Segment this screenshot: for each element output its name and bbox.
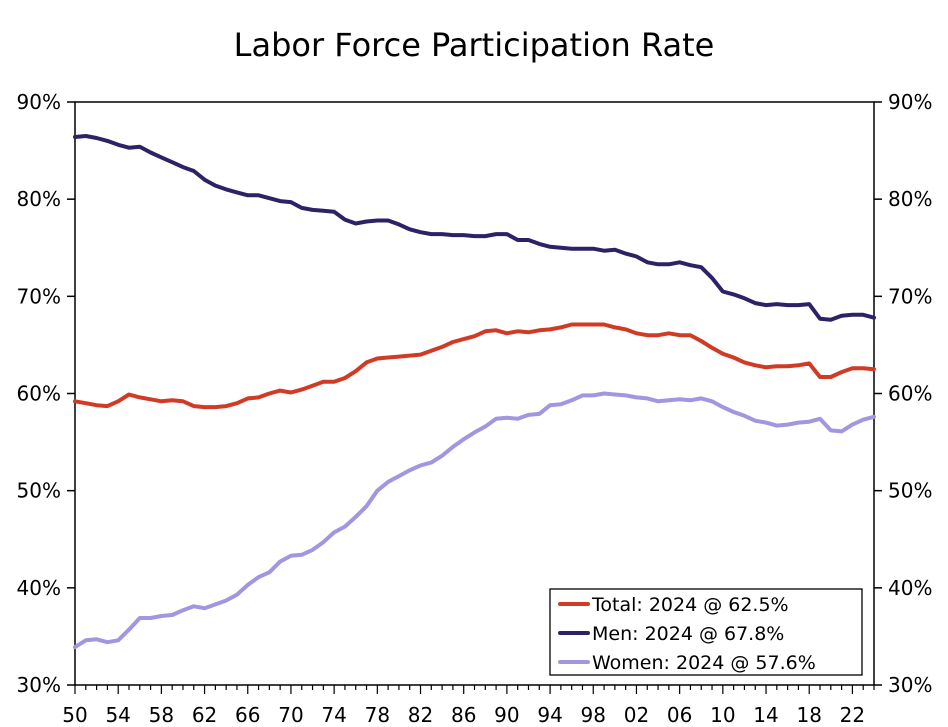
x-tick-label: 78: [365, 703, 390, 727]
x-tick-label: 94: [537, 703, 562, 727]
series-line-men: [73, 134, 876, 322]
x-tick-label: 90: [494, 703, 519, 727]
axis-ticks: 30% 30% 40% 40% 50% 50% 60% 60% 70% 70% 80% 80% 90% 9…: [17, 90, 933, 727]
x-tick-label: 86: [451, 703, 476, 727]
y-tick-label-left: 30%: [17, 673, 61, 697]
x-tick-label: 62: [192, 703, 217, 727]
x-tick-label: 58: [149, 703, 174, 727]
y-tick-label-right: 30%: [888, 673, 932, 697]
y-tick-label-left: 40%: [17, 576, 61, 600]
y-tick-label-right: 50%: [888, 479, 932, 503]
y-tick-label-left: 90%: [17, 90, 61, 114]
y-tick-label-left: 60%: [17, 382, 61, 406]
series-line-total: [73, 322, 876, 410]
y-tick-label-left: 70%: [17, 284, 61, 308]
x-tick-label: 10: [710, 703, 735, 727]
legend-label-women: Women: 2024 @ 57.6%: [592, 652, 816, 674]
chart-title: Labor Force Participation Rate: [234, 26, 715, 64]
legend-box: [549, 588, 863, 676]
x-tick-label: 14: [753, 703, 778, 727]
x-tick-label: 70: [278, 703, 303, 727]
x-tick-label: 02: [624, 703, 649, 727]
x-tick-label: 22: [840, 703, 865, 727]
y-tick-label-left: 80%: [17, 187, 61, 211]
series-line-women: [73, 391, 876, 650]
x-tick-label: 06: [667, 703, 692, 727]
x-tick-label: 18: [796, 703, 821, 727]
x-tick-label: 74: [321, 703, 346, 727]
y-tick-label-right: 90%: [888, 90, 932, 114]
x-tick-label: 50: [62, 703, 87, 727]
x-tick-label: 82: [408, 703, 433, 727]
legend-label-total: Total: 2024 @ 62.5%: [591, 594, 789, 616]
x-tick-label: 54: [105, 703, 130, 727]
x-tick-label: 66: [235, 703, 260, 727]
y-tick-label-right: 70%: [888, 284, 932, 308]
series-lines: [73, 134, 876, 650]
x-tick-label: 98: [581, 703, 606, 727]
y-tick-label-right: 60%: [888, 382, 932, 406]
legend: Total: 2024 @ 62.5% Men: 2024 @ 67.8% Wome…: [549, 588, 863, 676]
y-tick-label-left: 50%: [17, 479, 61, 503]
y-tick-label-right: 80%: [888, 187, 932, 211]
legend-label-men: Men: 2024 @ 67.8%: [592, 623, 784, 645]
y-tick-label-right: 40%: [888, 576, 932, 600]
